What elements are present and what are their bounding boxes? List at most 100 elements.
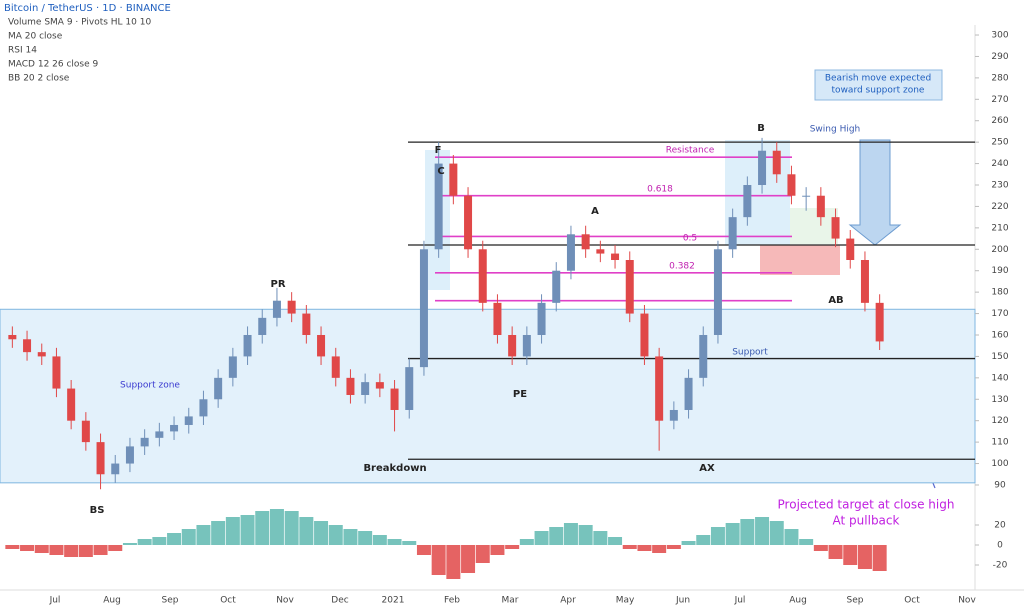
- annotation: Bearish move expected: [825, 74, 931, 84]
- candle-body: [8, 334, 17, 340]
- candle-body: [625, 260, 634, 314]
- x-tick-label: Jul: [49, 596, 61, 606]
- histogram-bar: [402, 541, 417, 545]
- candle-body: [243, 334, 252, 357]
- histogram-bar: [78, 545, 93, 557]
- x-tick-label: Aug: [789, 596, 807, 606]
- histogram-bar: [167, 533, 182, 545]
- y-tick-label: 190: [991, 266, 1008, 276]
- y-tick-label: 110: [991, 438, 1008, 448]
- candle-body: [434, 163, 443, 250]
- histogram-bar: [181, 529, 196, 545]
- info-box: [814, 69, 943, 101]
- candle-body: [522, 334, 531, 357]
- candle-body: [228, 356, 237, 378]
- y-tick-label: 290: [991, 52, 1008, 62]
- candle-body: [875, 302, 884, 342]
- y-tick-label: -20: [993, 561, 1008, 571]
- x-tick-label: Feb: [444, 596, 460, 606]
- y-tick-label: 20: [994, 521, 1006, 531]
- histogram-bar: [358, 531, 373, 545]
- candle-body: [816, 195, 825, 218]
- histogram-bar: [108, 545, 123, 551]
- candle-body: [537, 302, 546, 335]
- x-tick-label: Apr: [560, 596, 576, 606]
- candle-body: [23, 339, 32, 353]
- histogram-bar: [240, 515, 255, 545]
- annotation: PR: [270, 279, 285, 290]
- candle-body: [52, 356, 61, 389]
- histogram-bar: [20, 545, 35, 551]
- histogram-bar: [637, 545, 652, 551]
- annotation: AB: [828, 295, 843, 306]
- histogram-bar: [284, 511, 299, 545]
- annotation: Support: [732, 348, 768, 358]
- histogram-bar: [299, 517, 314, 545]
- y-tick-label: 280: [991, 73, 1008, 83]
- y-tick-label: 90: [994, 480, 1006, 490]
- y-tick-label: 240: [991, 159, 1008, 169]
- zone: [0, 308, 976, 484]
- histogram-bar: [416, 545, 431, 555]
- candle-body: [508, 334, 517, 357]
- candle-body: [699, 334, 708, 378]
- annotation: Projected target at close high: [778, 498, 955, 512]
- histogram-bar: [314, 521, 329, 545]
- highlight: [790, 208, 838, 244]
- y-tick-label: 100: [991, 459, 1008, 469]
- histogram-bar: [608, 537, 623, 545]
- annotation: A: [591, 206, 599, 217]
- candle-body: [802, 195, 811, 197]
- candle-body: [140, 437, 149, 447]
- histogram-bar: [64, 545, 79, 557]
- y-tick-label: 260: [991, 116, 1008, 126]
- annotation: Resistance: [666, 146, 715, 156]
- candle-body: [405, 367, 414, 410]
- legend-line: MA 20 close: [8, 32, 63, 42]
- candle-body: [552, 270, 561, 303]
- candle-body: [111, 463, 120, 475]
- candle-body: [125, 446, 134, 464]
- candle-body: [566, 234, 575, 271]
- histogram-bar: [681, 541, 696, 545]
- annotation: PE: [513, 389, 527, 400]
- y-tick-label: 210: [991, 223, 1008, 233]
- annotation: BS: [90, 505, 105, 516]
- candle-body: [361, 382, 370, 395]
- annotation: AX: [699, 463, 715, 474]
- histogram-bar: [769, 521, 784, 545]
- y-tick-label: 300: [991, 31, 1008, 41]
- histogram-bar: [593, 531, 608, 545]
- x-tick-label: Sep: [162, 596, 179, 606]
- candle-body: [596, 249, 605, 254]
- histogram-bar: [211, 521, 226, 545]
- histogram-bar: [269, 509, 284, 545]
- candle-body: [287, 300, 296, 314]
- histogram-bar: [549, 527, 564, 545]
- candle-body: [390, 388, 399, 410]
- legend-line: RSI 14: [8, 46, 37, 56]
- x-tick-label: Oct: [220, 596, 236, 606]
- histogram-bar: [578, 525, 593, 545]
- x-tick-label: Aug: [103, 596, 121, 606]
- candle-body: [155, 431, 164, 438]
- annotation: toward support zone: [832, 86, 925, 96]
- candle-body: [831, 217, 840, 239]
- candle-body: [449, 163, 458, 196]
- candle-body: [846, 238, 855, 260]
- histogram-bar: [799, 539, 814, 545]
- histogram-bar: [49, 545, 64, 555]
- x-tick-label: Dec: [331, 596, 348, 606]
- candle-body: [728, 217, 737, 250]
- histogram-bar: [431, 545, 446, 575]
- histogram-bar: [343, 529, 358, 545]
- x-tick-label: Sep: [847, 596, 864, 606]
- y-tick-label: 140: [991, 373, 1008, 383]
- y-tick-label: 220: [991, 202, 1008, 212]
- candle-body: [655, 356, 664, 421]
- histogram-bar: [387, 539, 402, 545]
- annotation: Support zone: [120, 381, 180, 391]
- annotation: B: [757, 123, 765, 134]
- candle-body: [772, 150, 781, 175]
